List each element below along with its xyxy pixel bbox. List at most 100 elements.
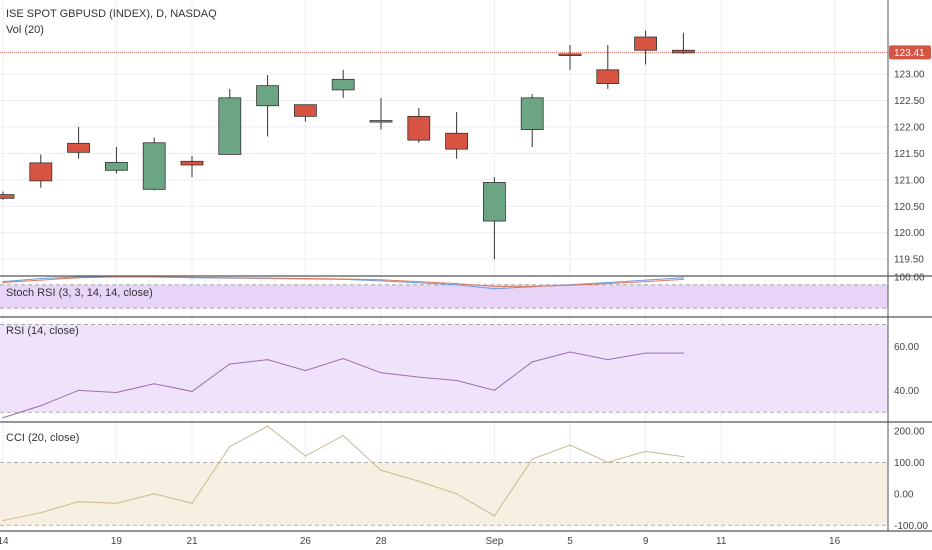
indicator-point <box>78 501 80 503</box>
candle-body-up <box>256 85 280 107</box>
indicator-point <box>191 276 193 278</box>
time-axis-tick-label: 9 <box>643 536 649 547</box>
indicator-point <box>645 281 647 283</box>
candle-body-up <box>369 120 393 123</box>
indicator-axis-tick-label: 0.00 <box>894 489 914 500</box>
last-price-tag-background <box>889 45 931 60</box>
candle-body-down <box>558 53 582 56</box>
candle <box>369 97 393 130</box>
indicator-point <box>304 369 306 372</box>
indicator-axis-tick-label: -100.00 <box>894 521 928 532</box>
time-axis-tick-label: 5 <box>567 536 573 547</box>
indicator-point <box>682 352 685 354</box>
candle <box>520 94 544 148</box>
candle-body-down <box>445 132 469 150</box>
cci-label: CCI (20, close) <box>6 432 79 444</box>
indicator-point <box>304 455 306 457</box>
indicator-point <box>380 279 382 281</box>
candle-body-down <box>634 36 657 51</box>
indicator-point <box>682 277 685 279</box>
candle <box>293 104 317 122</box>
candle-body-up <box>520 97 544 130</box>
candle <box>482 177 506 260</box>
candle <box>105 147 128 174</box>
price-axis-tick-label: 120.00 <box>894 228 925 239</box>
indicator-point <box>2 519 4 522</box>
candle-body-down <box>596 69 620 84</box>
panel-frames <box>0 0 932 532</box>
indicator-band <box>0 462 888 526</box>
indicator-point <box>645 279 647 281</box>
indicator-axis-tick-label: 200.00 <box>894 426 925 437</box>
indicator-band <box>0 324 888 413</box>
price-axis-tick-label: 120.50 <box>894 202 925 213</box>
price-axis-tick-label: 123.00 <box>894 70 925 81</box>
indicator-point <box>342 357 344 360</box>
indicator-axis-tick-label: 100.00 <box>894 458 925 469</box>
indicator-point <box>418 281 420 283</box>
indicator-point <box>40 277 42 280</box>
time-axis-tick-label: 28 <box>375 536 387 547</box>
indicator-point <box>40 405 42 407</box>
indicator-point <box>531 361 533 363</box>
rsi-label: RSI (14, close) <box>6 325 79 337</box>
candle-body-up <box>331 78 355 91</box>
time-axis-tick-label: 19 <box>111 536 123 547</box>
indicator-point <box>191 502 193 504</box>
indicator-point <box>229 363 231 365</box>
candle <box>331 69 355 98</box>
price-axis-tick-label: 121.00 <box>894 175 925 186</box>
indicator-axis-tick-label: 100.00 <box>894 273 925 284</box>
indicator-point <box>342 278 344 280</box>
candle <box>558 44 582 70</box>
indicator-band <box>0 284 888 309</box>
indicator-point <box>456 283 458 285</box>
indicator-point <box>115 502 117 504</box>
indicator-point <box>645 450 647 452</box>
candle-body-down <box>67 142 90 153</box>
indicator-point <box>115 391 117 394</box>
candle <box>596 44 620 89</box>
candle <box>180 156 204 178</box>
indicator-point <box>380 469 382 471</box>
indicator-point <box>531 285 533 287</box>
indicator-axis-tick-label: 40.00 <box>894 386 919 397</box>
indicator-point <box>456 379 458 382</box>
indicator-point <box>2 281 4 284</box>
indicator-point <box>153 276 155 278</box>
candle <box>407 107 431 143</box>
indicator-point <box>607 281 609 284</box>
price-axis-tick-label: 121.50 <box>894 149 925 160</box>
candlestick-series <box>0 30 695 260</box>
time-axis-tick-label: 16 <box>829 536 841 547</box>
price-axis-tick-label: 119.50 <box>894 255 924 266</box>
indicator-bands <box>0 284 888 526</box>
indicator-point <box>531 458 533 460</box>
indicator-point <box>267 277 269 279</box>
indicator-point <box>342 434 344 437</box>
time-axis-tick-label: 14 <box>0 536 9 547</box>
candle <box>142 137 166 191</box>
indicator-point <box>569 444 571 446</box>
indicator-point <box>191 390 193 393</box>
axes: 119.50 120.00 120.50 121.00 121.50 122.00 122.… <box>0 70 928 547</box>
volume-label: Vol (20) <box>6 24 44 36</box>
candle-body-down <box>29 162 53 182</box>
indicator-point <box>153 383 155 385</box>
candle-body-down <box>407 115 431 141</box>
indicator-point <box>682 278 685 280</box>
indicator-point <box>2 417 4 419</box>
chart-title: ISE SPOT GBPUSD (INDEX), D, NASDAQ <box>6 8 217 20</box>
candle <box>445 112 469 159</box>
indicator-point <box>40 279 42 281</box>
candle-body-up <box>482 182 506 222</box>
indicator-point <box>267 359 269 361</box>
candle <box>256 75 280 137</box>
indicator-point <box>569 284 571 286</box>
indicator-point <box>607 461 609 463</box>
candle <box>29 154 53 188</box>
time-axis-tick-label: 21 <box>186 536 198 547</box>
indicator-point <box>229 277 231 279</box>
indicator-lines <box>2 276 685 522</box>
